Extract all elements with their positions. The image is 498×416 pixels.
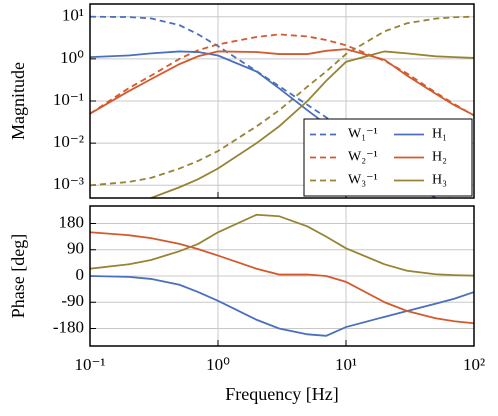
y-tick-label: 90	[67, 239, 84, 258]
y-axis-label: Phase [deg]	[8, 234, 28, 318]
series-line	[90, 213, 474, 277]
y-tick-label: -90	[61, 291, 84, 310]
legend-label: W₁⁻¹	[348, 127, 378, 142]
series-line	[90, 231, 474, 325]
axes-frame	[89, 205, 475, 347]
y-tick-label: 10⁻¹	[53, 90, 84, 109]
plot-area	[90, 213, 474, 337]
y-tick-label: 0	[76, 265, 85, 284]
x-tick-label: 10⁻¹	[74, 355, 105, 374]
legend-label: W₃⁻¹	[348, 173, 378, 188]
series-line	[148, 50, 474, 198]
y-tick-label: 10⁻²	[53, 132, 84, 151]
series-line	[90, 275, 474, 337]
series-line	[90, 48, 474, 117]
series-line	[90, 15, 451, 198]
axes-frame	[89, 3, 475, 199]
y-tick-label: 10¹	[62, 6, 84, 25]
legend-label: W₂⁻¹	[348, 150, 378, 165]
legend-label: H₂	[432, 150, 447, 165]
y-tick-label: 10⁰	[60, 48, 84, 67]
x-tick-label: 10²	[463, 355, 485, 374]
x-axis-label: Frequency [Hz]	[225, 384, 338, 404]
y-tick-label: 180	[59, 212, 85, 231]
legend-label: H₃	[432, 173, 447, 188]
series-line	[90, 33, 474, 117]
x-tick-label: 10⁰	[206, 355, 230, 374]
x-tick-label: 10¹	[335, 355, 357, 374]
y-tick-label: 10⁻³	[53, 174, 84, 193]
legend-label: H₁	[432, 127, 447, 142]
y-axis-label: Magnitude	[8, 62, 28, 140]
y-tick-label: -180	[53, 317, 84, 336]
